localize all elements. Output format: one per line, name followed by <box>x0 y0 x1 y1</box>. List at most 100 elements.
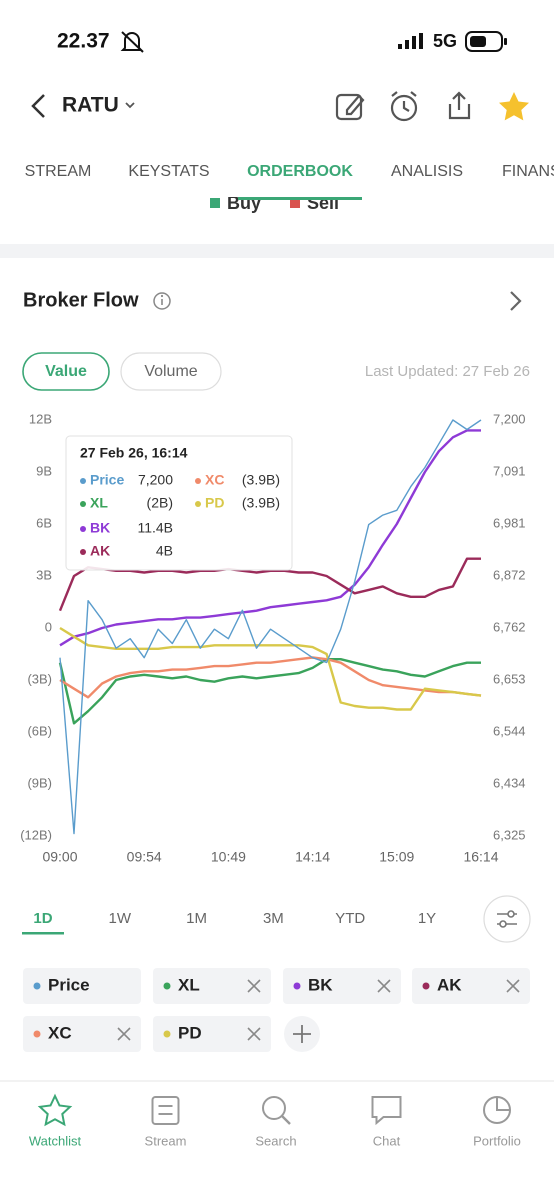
nav-icon <box>483 1096 511 1124</box>
tab[interactable]: ORDERBOOK <box>247 163 353 180</box>
series-line <box>59 419 482 835</box>
series-chip[interactable]: PD <box>153 1016 271 1052</box>
chip-remove[interactable] <box>247 1027 261 1041</box>
tooltip-dot <box>80 478 86 484</box>
period-option[interactable]: 1Y <box>418 910 436 927</box>
tab[interactable]: KEYSTATS <box>128 163 209 180</box>
tooltip-value: (2B) <box>147 495 173 511</box>
toggle-button[interactable] <box>22 352 110 391</box>
chip-remove[interactable] <box>506 979 520 993</box>
y2-tick-label: 6,325 <box>493 827 526 842</box>
chip-remove[interactable] <box>117 1027 131 1041</box>
battery-icon <box>465 31 507 52</box>
nav-item[interactable]: Stream <box>145 1096 187 1148</box>
tooltip-value: (3.9B) <box>242 495 280 511</box>
toggle-label: Value <box>45 363 87 380</box>
tabs: STREAM KEYSTATS ORDERBOOK ANALISIS FINANS <box>25 163 554 200</box>
signal-icon <box>398 33 423 49</box>
period-option[interactable]: 1W <box>109 910 132 927</box>
series-chip[interactable]: BK <box>283 968 401 1004</box>
share-icon[interactable] <box>448 91 471 120</box>
period-option[interactable]: YTD <box>335 910 365 927</box>
nav-item[interactable]: Search <box>255 1096 297 1148</box>
period-selector: 1D 1W 1M 3M YTD 1Y <box>22 910 436 935</box>
tooltip-dot <box>80 549 86 555</box>
series-line <box>58 658 481 725</box>
tooltip-value: 11.4B <box>137 520 173 536</box>
y-tick-label: (6B) <box>27 723 52 738</box>
chip-label: XL <box>178 975 200 994</box>
ticker[interactable]: RATU <box>62 94 119 117</box>
tooltip-value: (3.9B) <box>242 472 280 488</box>
series-chips: Price XL BK AK XC PD <box>23 968 530 1052</box>
toggle-group: Value Volume <box>22 352 222 391</box>
series-chip[interactable]: Price <box>23 968 141 1004</box>
info-icon[interactable] <box>153 292 171 310</box>
y-tick-label: (3B) <box>27 671 52 686</box>
chip-label: BK <box>308 975 333 994</box>
nav-label: Chat <box>373 1133 401 1148</box>
y2-tick-label: 6,981 <box>493 516 526 531</box>
y-tick-label: 6B <box>36 515 52 530</box>
alarm-icon[interactable] <box>390 91 418 122</box>
tooltip-series-name: Price <box>90 472 124 488</box>
chip-label: AK <box>437 975 462 994</box>
nav-label: Portfolio <box>473 1133 521 1148</box>
series-line <box>59 656 482 699</box>
y2-tick-label: 6,762 <box>493 620 526 635</box>
period-indicator <box>22 932 64 935</box>
nav-item[interactable]: Portfolio <box>473 1096 521 1148</box>
nav-icon <box>371 1096 402 1126</box>
chip-label: PD <box>178 1023 202 1042</box>
series-chip[interactable]: AK <box>412 968 530 1004</box>
tab[interactable]: ANALISIS <box>391 163 463 180</box>
tooltip-box <box>65 435 293 571</box>
y2-tick-label: 6,434 <box>493 776 526 791</box>
tab[interactable]: STREAM <box>25 163 92 180</box>
tab[interactable]: FINANS <box>502 163 554 180</box>
y-tick-label: 12B <box>29 411 52 426</box>
chip-remove[interactable] <box>377 979 391 993</box>
back-button[interactable] <box>31 94 45 118</box>
chip-remove[interactable] <box>247 979 261 993</box>
chip-dot <box>422 982 430 990</box>
x-tick-label: 09:54 <box>127 849 162 865</box>
tooltip-title: 27 Feb 26, 16:14 <box>80 445 188 461</box>
status-time: 22.37 <box>57 30 110 53</box>
tab-bar <box>0 145 554 197</box>
chip-background <box>153 1016 271 1052</box>
tooltip-dot <box>195 478 201 484</box>
tooltip-series-name: AK <box>90 543 110 559</box>
chip-background <box>23 968 141 1004</box>
nav-icon-part <box>371 1096 402 1126</box>
y-tick-label: (9B) <box>27 775 52 790</box>
series-chip[interactable]: XL <box>153 968 271 1004</box>
chip-dot <box>293 982 301 990</box>
favorite-star[interactable] <box>499 92 529 121</box>
mute-icon <box>120 31 144 53</box>
chip-dot <box>163 982 171 990</box>
ticker-dropdown[interactable] <box>125 102 135 109</box>
nav-item[interactable]: Chat <box>371 1096 402 1148</box>
toggle-button[interactable] <box>120 352 222 391</box>
y-tick-label: 0 <box>45 619 52 634</box>
period-option[interactable]: 1M <box>186 910 207 927</box>
chip-background <box>153 968 271 1004</box>
tooltip-value: 7,200 <box>138 472 173 488</box>
tooltip-series-name: XC <box>205 472 224 488</box>
period-option[interactable]: 3M <box>263 910 284 927</box>
filter-button[interactable] <box>483 895 531 943</box>
bottom-nav: Watchlist Stream Search Chat Portfolio <box>29 1093 521 1148</box>
edit-icon[interactable] <box>335 93 365 121</box>
y2-tick-label: 6,544 <box>493 723 526 738</box>
nav-label: Stream <box>145 1133 187 1148</box>
x-tick-label: 15:09 <box>379 849 414 865</box>
period-option[interactable]: 1D <box>33 910 52 927</box>
add-series-button[interactable] <box>284 1016 320 1052</box>
tooltip-dot <box>80 526 86 532</box>
series-chip[interactable]: XC <box>23 1016 141 1052</box>
y2-tick-label: 6,872 <box>493 567 526 582</box>
expand-arrow[interactable] <box>510 291 522 311</box>
nav-item[interactable]: Watchlist <box>29 1093 82 1148</box>
